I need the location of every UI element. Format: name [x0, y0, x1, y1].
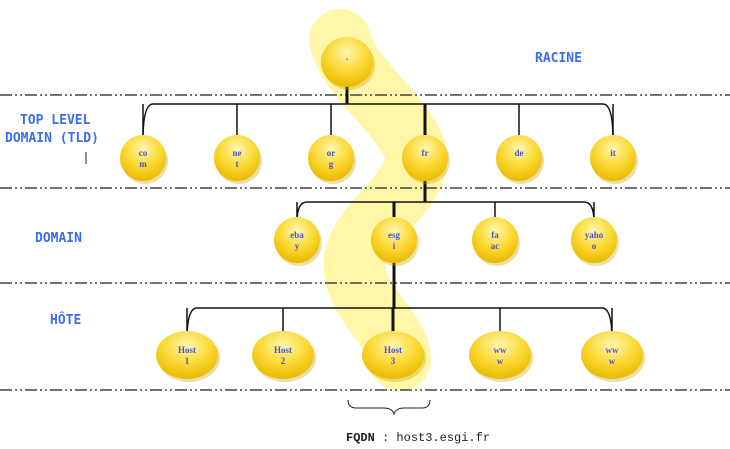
node-label: . [346, 52, 348, 62]
fqdn-brace [347, 399, 431, 416]
node-label: o [592, 241, 597, 251]
tld-node-fr[interactable]: fr [402, 135, 450, 184]
node-label: 1 [185, 356, 190, 366]
node-label: ww [494, 345, 507, 355]
node-label: 2 [281, 356, 286, 366]
node-label: ww [606, 345, 619, 355]
tld-node-it[interactable]: it [590, 135, 638, 184]
level-label-tld-2: DOMAIN (TLD) [5, 131, 99, 146]
tld-node-com[interactable]: com [120, 135, 168, 184]
node-label: g [329, 159, 334, 169]
tree-link [186, 307, 613, 341]
node-label: co [139, 148, 148, 158]
node-label: Host [274, 345, 292, 355]
node-label: t [236, 159, 239, 169]
node-label: 3 [391, 356, 396, 366]
tld-node-de[interactable]: de [496, 135, 544, 184]
node-label: or [327, 148, 336, 158]
level-label-host: HÔTE [50, 312, 81, 328]
node-label: ac [491, 241, 500, 251]
tld-node-org[interactable]: org [308, 135, 356, 184]
tld-node-net[interactable]: net [214, 135, 262, 184]
node-label: w [497, 356, 504, 366]
level-label-domain: DOMAIN [35, 231, 82, 246]
level-label-root: RACINE [535, 51, 582, 66]
node-label: i [393, 241, 396, 251]
node-label: m [139, 159, 147, 169]
node-label: w [609, 356, 616, 366]
node-label: eba [290, 230, 304, 240]
node-label: yaho [585, 230, 604, 240]
node-label: esg [388, 230, 400, 240]
node-label: de [515, 148, 524, 158]
tree-link [296, 201, 595, 223]
fqdn-text: FQDN : host3.esgi.fr [346, 431, 490, 445]
level-label-tld-1: TOP LEVEL [20, 113, 91, 128]
host-node-5[interactable]: www [581, 331, 645, 382]
fqdn-highlight-path [309, 9, 447, 391]
root-node[interactable]: . [321, 37, 375, 90]
node-label: fa [491, 230, 499, 240]
tree-link [142, 103, 614, 141]
node-label: y [295, 241, 300, 251]
node-label: Host [384, 345, 402, 355]
node-label: it [610, 148, 616, 158]
node-label: ne [233, 148, 242, 158]
host-node-4[interactable]: www [469, 331, 533, 382]
domain-node-esgi[interactable]: esgi [371, 217, 419, 266]
node-label: Host [178, 345, 196, 355]
node-label: fr [422, 148, 429, 158]
